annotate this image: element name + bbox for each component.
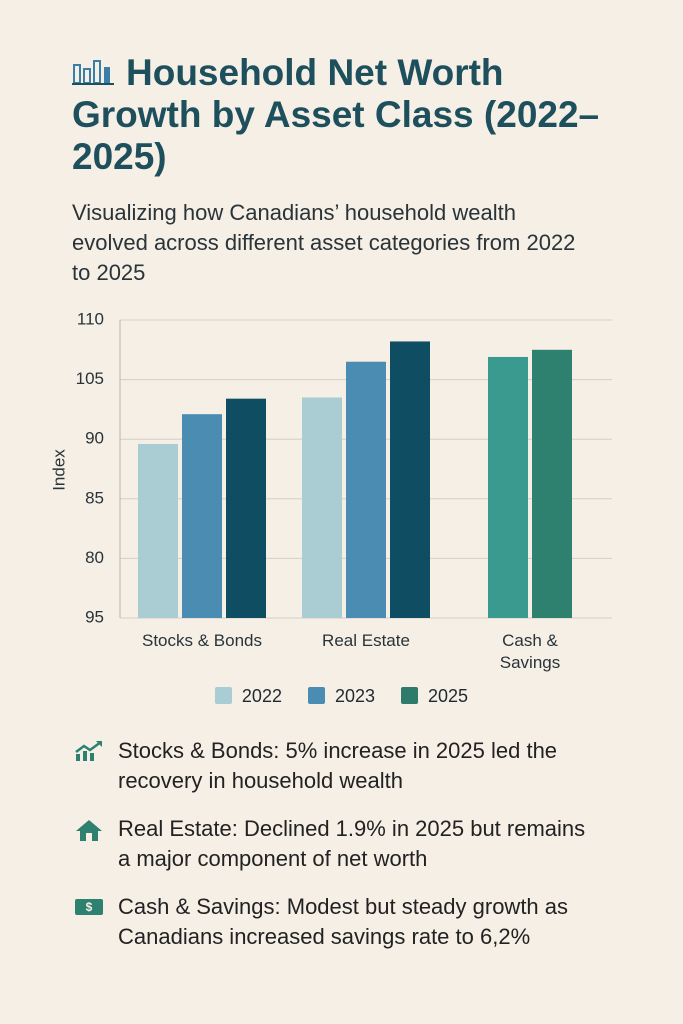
y-axis-label: Index — [49, 449, 68, 491]
legend: 2022 2023 2025 — [0, 686, 683, 707]
y-tick-label: 85 — [85, 488, 104, 507]
bar — [532, 349, 572, 618]
subtitle: Visualizing how Canadians’ household wea… — [72, 200, 576, 285]
title: Household Net Worth Growth by Asset Clas… — [72, 52, 632, 178]
y-tick-label: 95 — [85, 607, 104, 626]
notes: Stocks & Bonds: 5% increase in 2025 led … — [74, 736, 634, 970]
note: Stocks & Bonds: 5% increase in 2025 led … — [74, 736, 634, 796]
note-text: Real Estate: Declined 1.9% in 2025 but r… — [118, 816, 586, 871]
chart-icon — [72, 60, 114, 85]
note: Real Estate: Declined 1.9% in 2025 but r… — [74, 814, 634, 874]
bar — [226, 398, 266, 618]
chart: 95 80 85 90 105 110 Index — [49, 309, 612, 626]
bar — [390, 341, 430, 618]
legend-item: 2022 — [214, 686, 282, 707]
legend-label: 2025 — [428, 686, 469, 706]
y-tick-label: 110 — [77, 309, 104, 328]
title-text: Household Net Worth Growth by Asset Clas… — [72, 52, 600, 177]
legend-swatch — [401, 687, 419, 704]
growth-icon — [75, 740, 102, 761]
house-icon — [76, 820, 102, 841]
y-tick-label: 105 — [76, 369, 104, 388]
note-text: Stocks & Bonds: 5% increase in 2025 led … — [118, 738, 558, 793]
legend-swatch — [307, 687, 325, 704]
legend-label: 2022 — [241, 686, 282, 706]
bar — [182, 414, 222, 618]
bar — [138, 443, 178, 618]
y-tick-label: 80 — [85, 548, 104, 567]
legend-swatch — [214, 687, 232, 704]
legend-item: 2023 — [307, 686, 376, 707]
y-tick-label: 90 — [85, 429, 104, 448]
x-tick-label: Real Estate — [322, 631, 410, 650]
bar — [488, 356, 528, 618]
bar — [346, 361, 386, 618]
x-tick-label: Stocks & Bonds — [141, 631, 262, 650]
note: $ Cash & Savings: Modest but steady grow… — [74, 892, 634, 952]
x-tick-label: Cash & Savings — [499, 631, 561, 672]
bar — [302, 397, 342, 618]
cash-icon: $ — [75, 899, 103, 915]
legend-label: 2023 — [334, 686, 376, 706]
svg-text:$: $ — [86, 900, 93, 914]
legend-item: 2025 — [401, 686, 468, 707]
note-text: Cash & Savings: Modest but steady growth… — [118, 894, 569, 949]
